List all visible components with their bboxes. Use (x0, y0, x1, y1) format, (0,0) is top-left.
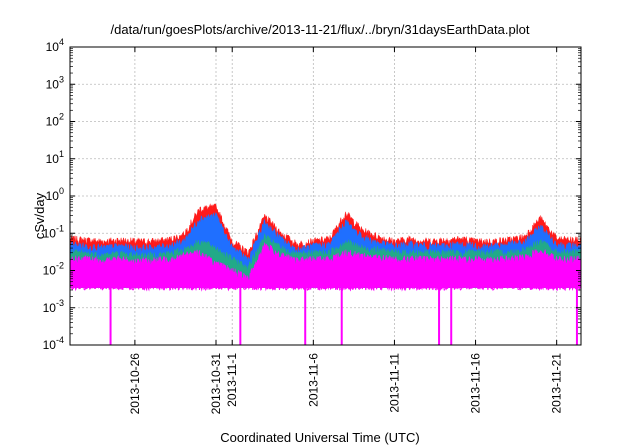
x-tick-label: 2013-10-31 (209, 353, 223, 415)
y-tick-label: 101 (46, 149, 64, 166)
x-tick-label: 2013-11-1 (225, 353, 239, 407)
y-tick-label: 10-1 (43, 223, 64, 240)
y-tick-label: 10-2 (43, 261, 64, 278)
y-tick-label: 103 (46, 74, 64, 91)
chart-title: /data/run/goesPlots/archive/2013-11-21/f… (110, 22, 530, 37)
x-tick-label: 2013-11-11 (387, 353, 401, 413)
x-tick-label: 2013-11-16 (469, 353, 483, 414)
axis-layer: 10-4 10-3 10-2 10-1 100 101 102 103 104 2013-10-2… (43, 37, 581, 414)
series-3 (69, 242, 582, 345)
x-axis-label: Coordinated Universal Time (UTC) (220, 430, 420, 445)
y-tick-label: 102 (46, 112, 64, 129)
x-tick-label: 2013-11-6 (306, 353, 320, 407)
y-tick-label: 10-4 (43, 335, 64, 352)
series-band (69, 242, 582, 288)
y-tick-label: 104 (46, 37, 64, 54)
data-layer (69, 203, 582, 345)
y-tick-label: 100 (46, 186, 64, 203)
x-tick-label: 2013-11-21 (550, 353, 564, 414)
x-tick-label: 2013-10-26 (128, 353, 142, 415)
grid-layer (70, 47, 581, 345)
y-tick-label: 10-3 (43, 298, 64, 315)
series-lower-edge (69, 282, 582, 292)
